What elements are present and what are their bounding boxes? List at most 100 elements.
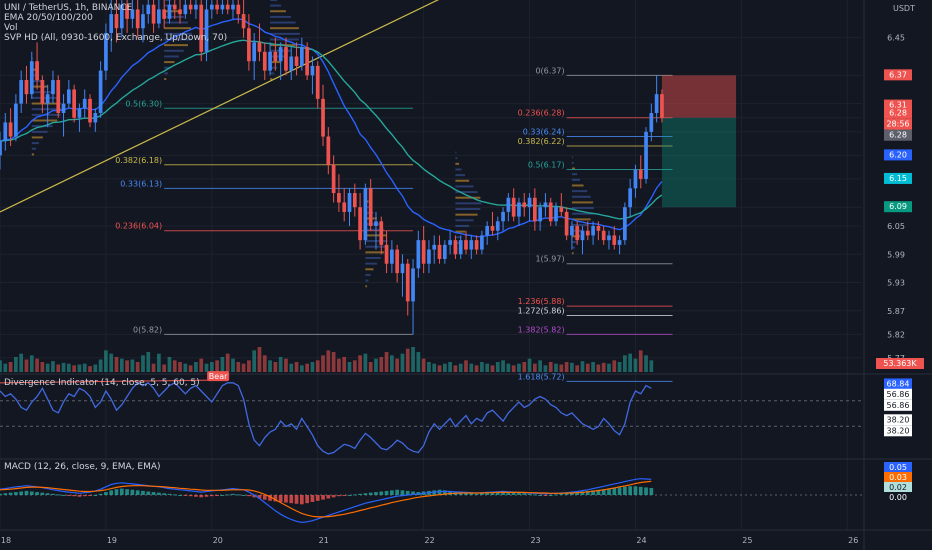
candle-body	[363, 188, 368, 241]
candle-body	[448, 240, 452, 245]
macd-histogram-bar	[209, 495, 214, 497]
macd-histogram-bar	[236, 494, 241, 496]
macd-axis-label: 0.00	[889, 493, 907, 502]
divergence-legend[interactable]: Divergence Indicator (14, close, 5, 5, 6…	[4, 378, 200, 388]
volume-bar	[628, 353, 633, 372]
volume-bar	[231, 358, 235, 372]
volume-bar	[225, 353, 230, 372]
profile-bar	[571, 207, 594, 210]
price-tick-label: 6.05	[887, 222, 905, 231]
volume-bar	[517, 363, 521, 372]
volume-bar	[352, 360, 357, 372]
volume-bar	[427, 362, 431, 372]
volume-bar	[172, 360, 177, 372]
profile-bar	[31, 142, 39, 145]
volume-bar	[194, 362, 198, 372]
candle-body	[522, 202, 527, 208]
macd-histogram-bar	[527, 493, 532, 495]
time-tick-label: 21	[319, 536, 329, 545]
profile-bar	[31, 85, 48, 88]
macd-histogram-bar	[273, 495, 278, 502]
candle-body	[326, 136, 331, 165]
candle-body	[125, 4, 129, 19]
candle-body	[167, 4, 172, 19]
macd-legend[interactable]: MACD (12, 26, close, 9, EMA, EMA)	[4, 462, 161, 472]
candle-body	[596, 226, 601, 231]
candle-body	[3, 122, 8, 142]
macd-histogram-bar	[358, 493, 362, 495]
macd-histogram-bar	[284, 495, 288, 503]
profile-bar	[455, 202, 482, 205]
time-axis[interactable]: 18 19 20 21 22 23 24 25 26	[1, 536, 858, 545]
macd-histogram-bar	[162, 493, 167, 495]
macd-histogram-bar	[204, 495, 209, 497]
fib-label: 1.236(5.88)	[518, 297, 565, 306]
fib-label: 0.236(6.28)	[518, 109, 565, 118]
volume-bar	[167, 357, 172, 372]
candle-body	[66, 89, 71, 104]
volume-bar	[469, 363, 474, 372]
volume-bar	[114, 357, 119, 372]
candle-body	[151, 4, 156, 24]
volume-bar	[405, 348, 410, 372]
profile-bar	[571, 201, 594, 204]
profile-bar	[164, 72, 169, 75]
profile-bar	[164, 0, 171, 1]
macd-histogram-bar	[215, 495, 219, 496]
profile-bar	[571, 240, 578, 243]
candle-body	[607, 235, 611, 241]
short-position-tool[interactable]	[661, 75, 737, 208]
candle-body	[564, 211, 569, 236]
macd-pane	[0, 478, 862, 524]
price-badge	[884, 69, 912, 81]
candle-body	[421, 240, 426, 264]
time-tick-label: 18	[1, 536, 11, 545]
volume-badge	[876, 358, 924, 369]
candle-body	[532, 197, 537, 222]
time-tick-label: 22	[425, 536, 435, 545]
volume-bar	[564, 362, 569, 372]
profile-bar	[164, 27, 192, 30]
candle-body	[352, 193, 357, 208]
macd-histogram-bar	[331, 495, 336, 498]
vol-legend[interactable]: Vol	[4, 23, 18, 33]
candles	[0, 0, 664, 335]
volume-bar	[421, 358, 426, 372]
candle-body	[390, 249, 394, 264]
volume-bar	[384, 352, 389, 372]
volume-bar	[368, 362, 373, 372]
profile-bar	[164, 78, 167, 81]
rsi-axis-label: 38.20	[887, 426, 910, 435]
price-axis[interactable]: 6.456.376.316.286.256.206.156.096.055.99…	[876, 34, 924, 502]
candle-body	[130, 9, 135, 19]
profile-bar	[571, 195, 591, 198]
candle-body	[660, 94, 664, 118]
candle-body	[585, 230, 590, 236]
profile-bar	[571, 246, 576, 249]
symbol-title[interactable]: UNI / TetherUS, 1h, BINANCE	[4, 3, 133, 13]
candle-body	[337, 193, 341, 203]
macd-histogram-bar	[596, 489, 601, 495]
candle-body	[416, 240, 421, 269]
candle-body	[88, 98, 92, 123]
volume-bar	[278, 357, 283, 372]
volume-bar	[141, 355, 145, 372]
macd-histogram-bar	[649, 488, 654, 495]
candle-body	[24, 80, 29, 95]
macd-histogram-bar	[104, 492, 108, 495]
candle-body	[141, 14, 145, 29]
volume-bar	[299, 365, 304, 372]
ema-legend[interactable]: EMA 20/50/100/200	[4, 13, 93, 23]
macd-histogram-bar	[146, 491, 151, 495]
fib-levels: 0.382(6.18) 0.33(6.13) 0.236(6.04) 0(5.82) 0…	[0, 0, 673, 382]
profile-bar	[270, 27, 299, 30]
profile-bar	[455, 213, 478, 216]
profile-bar	[270, 32, 301, 35]
price-badge	[884, 118, 912, 130]
candle-body	[157, 9, 161, 24]
profile-bar	[571, 178, 581, 181]
candle-body	[432, 244, 437, 250]
svp-legend[interactable]: SVP HD (All, 0930-1600, Exchange, Up/Dow…	[4, 33, 228, 43]
rsi-level-box	[884, 425, 912, 437]
